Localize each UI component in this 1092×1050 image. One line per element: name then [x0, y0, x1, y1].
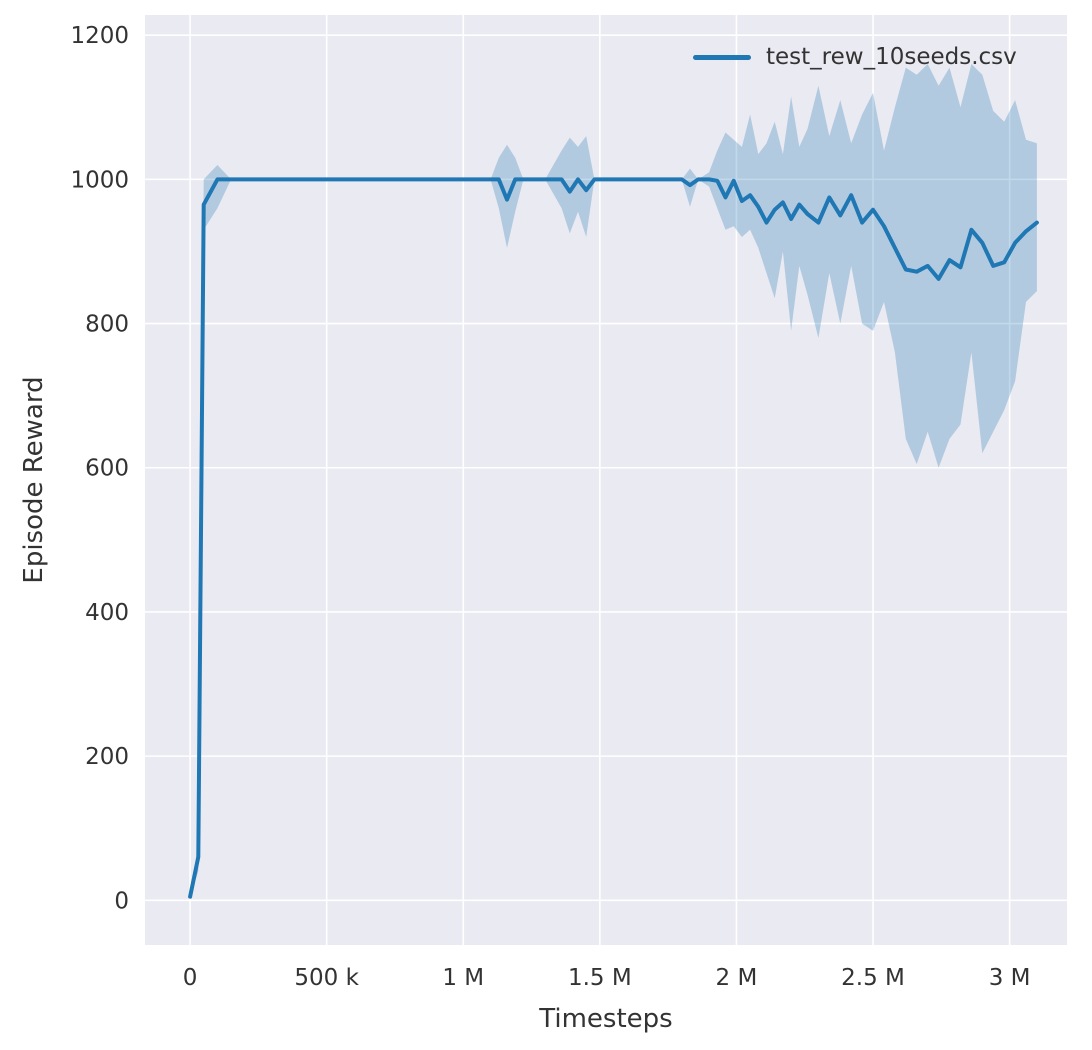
svg-text:500 k: 500 k	[294, 965, 359, 991]
svg-text:800: 800	[85, 312, 129, 338]
svg-text:1200: 1200	[70, 23, 129, 49]
svg-text:2 M: 2 M	[716, 965, 758, 991]
legend-line-swatch	[693, 54, 751, 60]
legend: test_rew_10seeds.csv	[693, 44, 1017, 70]
svg-text:0: 0	[114, 888, 129, 914]
svg-text:600: 600	[85, 456, 129, 482]
svg-text:3 M: 3 M	[989, 965, 1031, 991]
svg-text:2.5 M: 2.5 M	[841, 965, 905, 991]
svg-text:400: 400	[85, 600, 129, 626]
legend-label: test_rew_10seeds.csv	[766, 44, 1017, 70]
svg-text:1000: 1000	[70, 167, 129, 193]
svg-text:1 M: 1 M	[442, 965, 484, 991]
x-axis-label: Timesteps	[539, 1004, 673, 1034]
svg-text:1.5 M: 1.5 M	[568, 965, 632, 991]
svg-text:200: 200	[85, 744, 129, 770]
y-axis-label: Episode Reward	[19, 376, 49, 584]
svg-text:0: 0	[183, 965, 198, 991]
